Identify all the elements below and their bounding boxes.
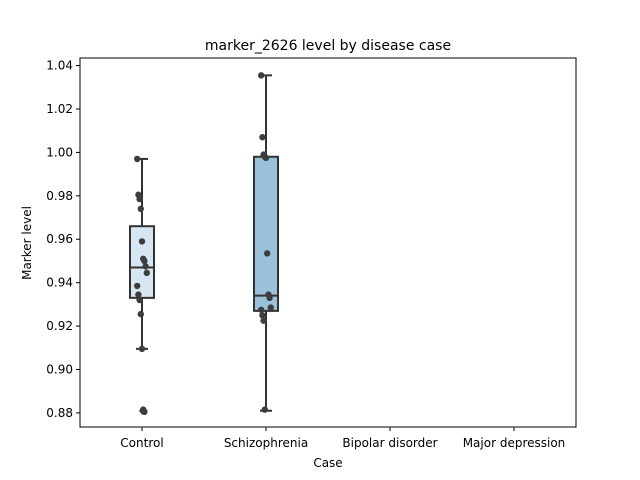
data-point	[141, 257, 148, 265]
box-schizophrenia	[253, 72, 279, 413]
data-point	[138, 238, 146, 245]
data-point	[136, 195, 143, 203]
data-point	[134, 282, 141, 290]
data-point	[137, 310, 144, 318]
x-tick-label: Schizophrenia	[224, 436, 308, 450]
data-point	[266, 294, 273, 302]
x-tick-label: Major depression	[463, 436, 566, 450]
data-point	[264, 250, 271, 257]
data-point	[137, 205, 144, 213]
x-axis-label: Case	[313, 456, 342, 470]
data-point	[261, 406, 268, 413]
y-tick-label: 1.04	[46, 59, 73, 73]
data-point	[135, 291, 142, 298]
data-point	[138, 345, 146, 353]
y-tick-label: 0.94	[46, 276, 73, 290]
data-point	[262, 154, 270, 162]
data-point	[134, 155, 141, 163]
y-tick-label: 0.96	[46, 232, 73, 246]
data-point	[260, 317, 267, 324]
y-tick-label: 0.92	[46, 319, 73, 333]
data-point	[258, 72, 265, 79]
plot-area	[129, 72, 279, 416]
box-control	[129, 155, 155, 416]
y-tick-label: 0.98	[46, 189, 73, 203]
data-point	[136, 296, 143, 304]
data-point	[142, 263, 149, 270]
data-point	[141, 408, 148, 416]
iqr-box	[253, 155, 279, 312]
data-point	[258, 306, 265, 313]
data-point	[143, 269, 150, 277]
y-axis: 0.88 0.90 0.92 0.94 0.96 0.98 1.00 1.02 1.04	[46, 59, 80, 420]
y-axis-label: Marker level	[20, 206, 34, 280]
y-tick-label: 1.00	[46, 145, 73, 159]
data-point	[267, 304, 274, 311]
x-axis: Control Schizophrenia Bipolar disorder Majo…	[120, 427, 565, 450]
y-tick-label: 0.88	[46, 406, 73, 420]
data-point	[259, 134, 266, 141]
plot-frame	[79, 57, 577, 428]
y-tick-label: 1.02	[46, 102, 73, 116]
x-tick-label: Control	[120, 436, 163, 450]
x-tick-label: Bipolar disorder	[342, 436, 437, 450]
chart-title: marker_2626 level by disease case	[205, 38, 451, 54]
y-tick-label: 0.90	[46, 362, 73, 376]
data-point	[259, 312, 266, 319]
